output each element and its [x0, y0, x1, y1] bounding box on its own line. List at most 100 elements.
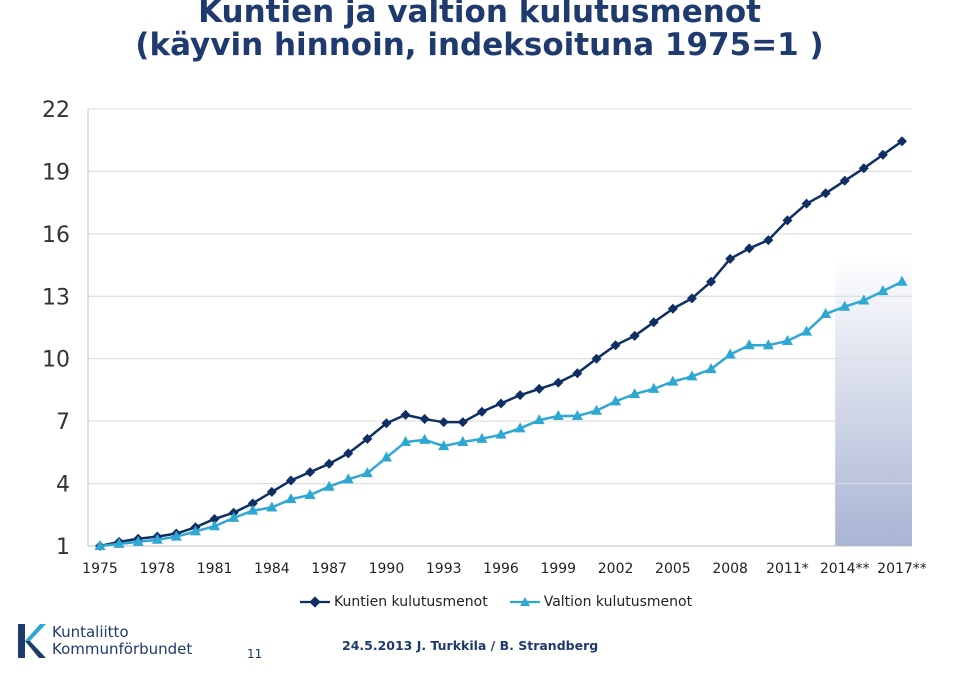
- series-line-kunta: [99, 140, 903, 548]
- data-point-valtio: [266, 501, 278, 512]
- data-point-kunta: [266, 486, 277, 497]
- data-point-valtio: [762, 339, 774, 350]
- data-point-kunta: [801, 198, 812, 209]
- data-point-valtio: [400, 435, 412, 446]
- x-tick-label: 1987: [311, 561, 347, 577]
- x-tick-label: 1990: [369, 561, 405, 577]
- data-point-kunta: [419, 414, 430, 425]
- data-point-kunta: [591, 353, 602, 364]
- data-point-valtio: [648, 382, 660, 393]
- data-point-kunta: [686, 293, 697, 304]
- legend-label-valtio: Valtion kulutusmenot: [543, 594, 693, 610]
- data-point-kunta: [324, 458, 335, 469]
- data-point-kunta: [897, 136, 907, 147]
- data-point-valtio: [495, 428, 507, 439]
- data-point-kunta: [457, 417, 468, 428]
- data-point-kunta: [744, 243, 755, 254]
- logo-line-1: Kuntaliitto: [52, 623, 129, 641]
- x-tick-label: 1978: [139, 561, 175, 577]
- data-point-valtio: [209, 520, 221, 531]
- data-point-kunta: [400, 409, 411, 420]
- x-tick-label: 1999: [540, 561, 576, 577]
- line-chart: 1 4 7 10 13 16 19 22 1975 1978 1981 1984 1987 1990 199…: [42, 98, 927, 577]
- data-point-kunta: [553, 377, 564, 388]
- data-point-valtio: [514, 422, 526, 433]
- data-point-valtio: [743, 339, 755, 350]
- data-point-kunta: [610, 340, 621, 351]
- x-tick-label: 1984: [254, 561, 290, 577]
- x-tick-label: 2011*: [766, 561, 809, 577]
- data-point-valtio: [533, 414, 545, 425]
- y-tick-label: 13: [42, 285, 70, 310]
- data-point-valtio: [724, 348, 736, 359]
- y-tick-label: 22: [42, 98, 70, 123]
- data-point-valtio: [839, 300, 851, 311]
- title-line-2: (käyvin hinnoin, indeksoituna 1975=1 ): [135, 27, 824, 63]
- data-point-valtio: [610, 395, 622, 406]
- y-tick-label: 16: [42, 223, 70, 248]
- y-tick-label: 7: [56, 410, 70, 435]
- data-point-valtio: [361, 467, 373, 478]
- data-point-kunta: [305, 467, 316, 478]
- data-point-valtio: [877, 285, 889, 296]
- data-point-valtio: [858, 294, 870, 305]
- data-point-valtio: [820, 307, 832, 318]
- footer-credit: 24.5.2013 J. Turkkila / B. Strandberg: [342, 638, 599, 653]
- data-point-valtio: [113, 537, 125, 548]
- data-point-valtio: [380, 451, 392, 462]
- data-point-valtio: [667, 375, 679, 386]
- x-tick-label: 2008: [712, 561, 748, 577]
- data-point-valtio: [552, 409, 564, 420]
- x-tick-label: 1975: [82, 561, 118, 577]
- data-point-kunta: [209, 513, 220, 524]
- data-point-valtio: [438, 440, 450, 451]
- title-line-1: Kuntien ja valtion kulutusmenot: [198, 0, 761, 30]
- logo-text: Kuntaliitto Kommunförbundet: [52, 624, 192, 658]
- data-point-kunta: [820, 188, 831, 199]
- data-point-kunta: [381, 418, 392, 429]
- data-point-valtio: [285, 493, 297, 504]
- legend-item-kunta: Kuntien kulutusmenot: [300, 594, 488, 610]
- data-point-kunta: [515, 390, 526, 401]
- data-point-kunta: [839, 175, 850, 186]
- data-point-kunta: [725, 253, 736, 264]
- legend-label-kunta: Kuntien kulutusmenot: [334, 594, 488, 610]
- kuntaliitto-logo: Kuntaliitto Kommunförbundet: [16, 622, 192, 660]
- x-tick-label: 2005: [655, 561, 691, 577]
- x-tick-label: 2017**: [877, 561, 927, 577]
- x-tick-label: 1981: [197, 561, 233, 577]
- data-point-valtio: [151, 533, 163, 544]
- data-point-kunta: [877, 149, 888, 160]
- series-line-valtio: [99, 280, 903, 548]
- data-point-kunta: [285, 475, 296, 486]
- forecast-shade: [835, 254, 912, 546]
- data-point-valtio: [457, 435, 469, 446]
- data-point-kunta: [362, 433, 373, 444]
- data-point-valtio: [342, 473, 354, 484]
- data-point-kunta: [343, 448, 354, 459]
- data-point-kunta: [667, 303, 678, 314]
- data-point-valtio: [476, 432, 488, 443]
- data-point-kunta: [496, 398, 506, 409]
- x-tick-label: 2014**: [820, 561, 870, 577]
- data-point-valtio: [781, 335, 793, 346]
- data-point-valtio: [189, 525, 201, 536]
- data-point-valtio: [571, 409, 583, 420]
- chart-legend: Kuntien kulutusmenot Valtion kulutusmeno…: [300, 594, 692, 610]
- legend-marker-valtio: [509, 597, 540, 606]
- data-point-valtio: [896, 275, 908, 286]
- data-point-valtio: [247, 504, 259, 515]
- y-tick-label: 1: [56, 535, 70, 560]
- y-tick-label: 10: [42, 348, 70, 373]
- chart-title: Kuntien ja valtion kulutusmenot (käyvin …: [0, 0, 959, 62]
- y-tick-label: 4: [56, 473, 70, 498]
- y-tick-label: 19: [42, 160, 70, 185]
- data-point-valtio: [228, 511, 240, 522]
- legend-item-valtio: Valtion kulutusmenot: [509, 594, 693, 610]
- data-point-kunta: [438, 417, 449, 428]
- data-point-valtio: [705, 363, 717, 374]
- data-point-kunta: [858, 163, 869, 174]
- kuntaliitto-logo-icon: [18, 624, 46, 658]
- data-point-kunta: [572, 368, 583, 379]
- data-point-kunta: [706, 276, 717, 287]
